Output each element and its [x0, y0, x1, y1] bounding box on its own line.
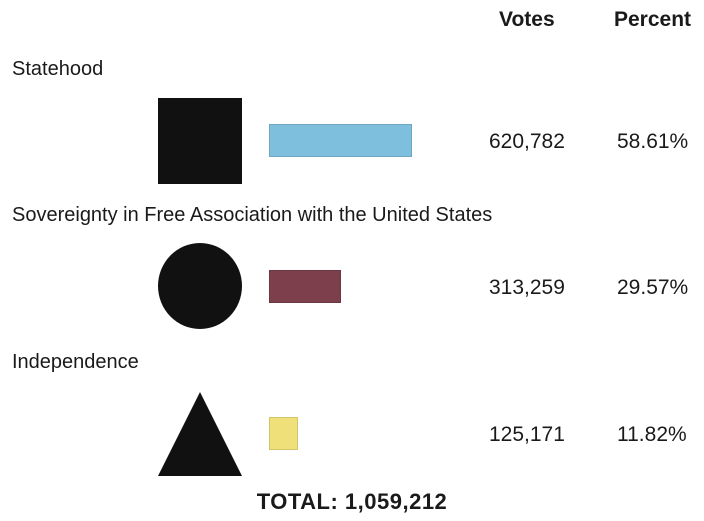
triangle-icon [158, 392, 242, 476]
square-icon [158, 98, 242, 184]
total-votes: TOTAL: 1,059,212 [256, 489, 448, 514]
option-label-statehood: Statehood [12, 58, 104, 80]
vote-bar-free-association [269, 270, 341, 303]
votes-statehood: 620,782 [489, 130, 565, 153]
option-label-free-association: Sovereignty in Free Association with the… [12, 204, 493, 226]
votes-independence: 125,171 [489, 423, 565, 446]
votes-column-header: Votes [499, 8, 555, 31]
circle-icon [158, 243, 242, 329]
percent-column-header: Percent [614, 8, 692, 31]
votes-free-association: 313,259 [489, 276, 565, 299]
vote-bar-statehood [269, 124, 412, 157]
percent-independence: 11.82% [617, 423, 687, 446]
option-label-independence: Independence [12, 351, 139, 373]
percent-free-association: 29.57% [617, 276, 689, 299]
percent-statehood: 58.61% [617, 130, 689, 153]
vote-bar-independence [269, 417, 298, 450]
